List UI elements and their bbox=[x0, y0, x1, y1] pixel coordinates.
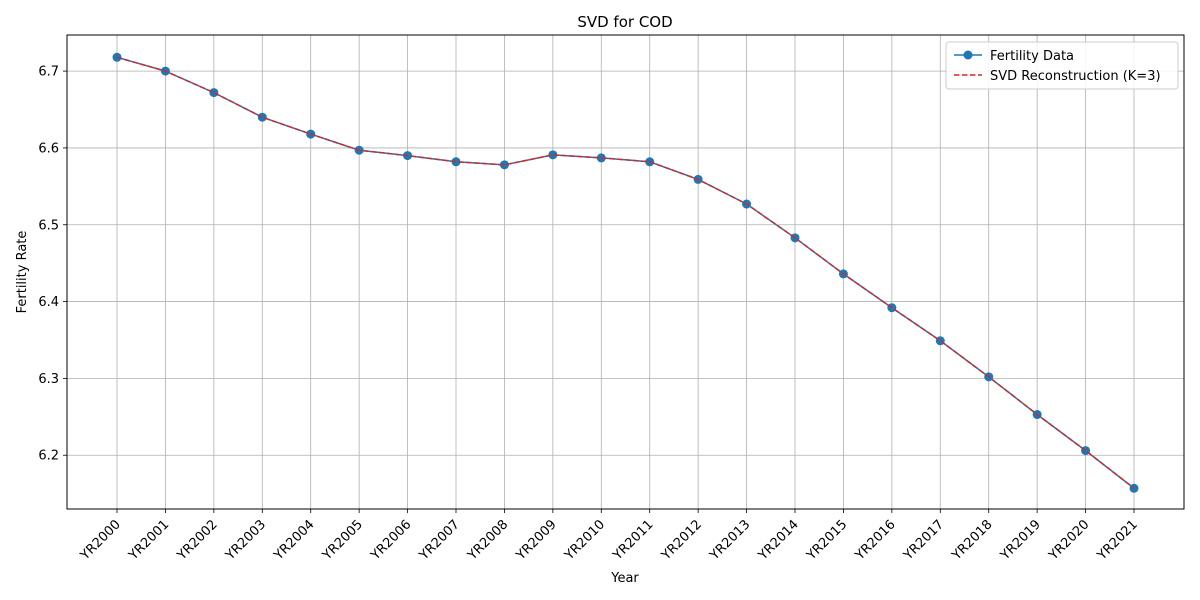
legend-label-fertility-data: Fertility Data bbox=[990, 49, 1074, 64]
y-tick-label: 6.2 bbox=[38, 449, 59, 464]
series-layer bbox=[112, 52, 1139, 493]
data-point-fertility-data bbox=[451, 157, 461, 167]
data-point-fertility-data bbox=[499, 160, 509, 170]
data-point-fertility-data bbox=[548, 150, 558, 160]
y-axis: 6.2 6.3 6.4 6.5 6.6 6.7 bbox=[38, 65, 67, 464]
chart-title: SVD for COD bbox=[577, 13, 672, 31]
legend-box bbox=[945, 41, 1179, 90]
y-tick-label: 6.3 bbox=[38, 372, 59, 387]
data-point-fertility-data bbox=[209, 88, 219, 98]
legend-label-svd-reconstruction: SVD Reconstruction (K=3) bbox=[990, 69, 1161, 84]
legend-marker-fertility-data bbox=[963, 50, 973, 60]
y-tick-label: 6.6 bbox=[38, 141, 59, 156]
y-axis-label: Fertility Rate bbox=[15, 231, 30, 314]
y-tick-label: 6.4 bbox=[38, 295, 59, 310]
x-axis-label: Year bbox=[610, 571, 639, 586]
legend: Fertility Data SVD Reconstruction (K=3) bbox=[945, 41, 1179, 90]
y-tick-label: 6.7 bbox=[38, 65, 59, 80]
data-point-fertility-data bbox=[257, 112, 267, 122]
grid bbox=[67, 35, 1184, 509]
y-tick-label: 6.5 bbox=[38, 218, 59, 233]
plot-frame bbox=[66, 34, 1185, 510]
series-line-svd-reconstruction bbox=[116, 56, 1135, 489]
